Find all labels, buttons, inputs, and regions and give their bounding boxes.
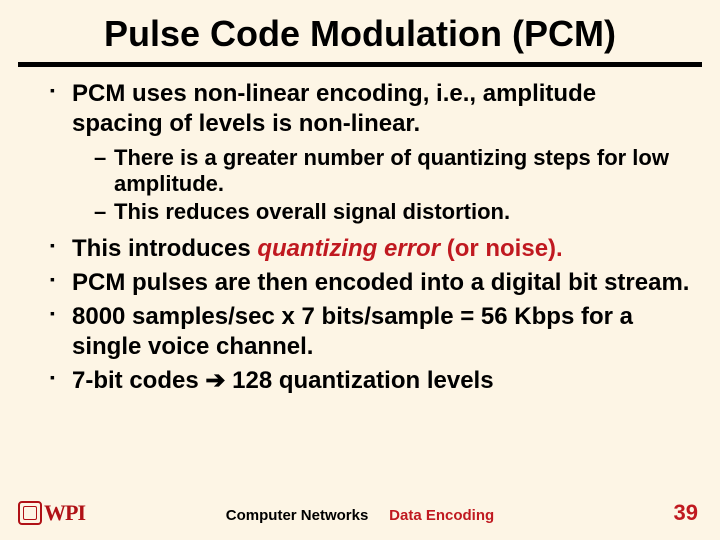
- bullet-item: 7-bit codes ➔ 128 quantization levels: [50, 366, 690, 396]
- bullet-text: PCM pulses are then encoded into a digit…: [72, 269, 689, 296]
- bullet-text-pre: This introduces: [72, 235, 257, 262]
- bullet-item: PCM uses non-linear encoding, i.e., ampl…: [50, 79, 690, 226]
- title-underline: [18, 62, 702, 67]
- sub-bullet-item: This reduces overall signal distortion.: [72, 199, 690, 225]
- sub-bullet-item: There is a greater number of quantizing …: [72, 145, 690, 198]
- page-number: 39: [674, 500, 698, 526]
- arrow-icon: ➔: [205, 366, 225, 396]
- sub-bullet-text: There is a greater number of quantizing …: [114, 145, 669, 196]
- bullet-text: PCM uses non-linear encoding, i.e., ampl…: [72, 80, 596, 137]
- bullet-text-post: 128 quantization levels: [225, 367, 493, 394]
- slide-body: PCM uses non-linear encoding, i.e., ampl…: [0, 79, 720, 396]
- bullet-item: This introduces quantizing error (or noi…: [50, 234, 690, 264]
- bullet-item: 8000 samples/sec x 7 bits/sample = 56 Kb…: [50, 302, 690, 362]
- bullet-text-pre: 7-bit codes: [72, 367, 205, 394]
- footer-center: Computer Networks Data Encoding: [0, 507, 720, 524]
- sub-bullet-list: There is a greater number of quantizing …: [72, 145, 690, 226]
- footer-course-name: Computer Networks: [226, 507, 369, 524]
- bullet-list: PCM uses non-linear encoding, i.e., ampl…: [50, 79, 690, 396]
- sub-bullet-text: This reduces overall signal distortion.: [114, 199, 510, 224]
- slide: Pulse Code Modulation (PCM) PCM uses non…: [0, 0, 720, 540]
- bullet-text-post: (or noise).: [440, 235, 563, 262]
- bullet-text: 8000 samples/sec x 7 bits/sample = 56 Kb…: [72, 303, 633, 360]
- footer-topic-name: Data Encoding: [389, 507, 494, 524]
- bullet-item: PCM pulses are then encoded into a digit…: [50, 268, 690, 298]
- bullet-text-emphasis: quantizing error: [257, 235, 440, 262]
- slide-footer: WPI Computer Networks Data Encoding 39: [0, 498, 720, 526]
- slide-title: Pulse Code Modulation (PCM): [0, 0, 720, 62]
